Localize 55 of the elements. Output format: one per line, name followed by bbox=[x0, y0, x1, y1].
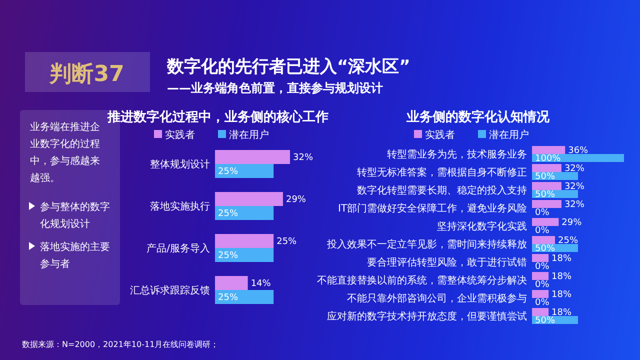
data-label: 29% bbox=[286, 195, 306, 206]
y-tick-label: 汇总诉求跟踪反馈 bbox=[130, 284, 210, 296]
y-tick-label: 不能直接替换以前的系统，需整体统筹分步解决 bbox=[317, 274, 527, 286]
data-label: 25% bbox=[218, 251, 238, 262]
data-label: 18% bbox=[552, 272, 572, 282]
text: 参与整体的数字化规划设计 bbox=[40, 201, 110, 230]
y-tick-label: 数字化转型需要长期、稳定的投入支持 bbox=[357, 184, 527, 196]
y-tick-label: 应对新的数字技术持开放态度，但要谨慎尝试 bbox=[327, 310, 527, 322]
data-label: 25% bbox=[218, 209, 238, 220]
data-label: 36% bbox=[568, 146, 589, 156]
legend-label: 潜在用户 bbox=[489, 129, 529, 141]
y-tick-label: 产品/服务导入 bbox=[146, 242, 210, 254]
data-label: 50% bbox=[535, 244, 556, 254]
y-tick-label: 坚持深化数字化实践 bbox=[437, 220, 527, 232]
y-tick-label: 要合理评估转型风险，敢于进行试错 bbox=[367, 256, 527, 268]
data-label: 0% bbox=[535, 208, 550, 218]
data-label: 25% bbox=[218, 167, 238, 178]
chart-title: 推进数字化过程中，业务侧的核心工作 bbox=[106, 109, 328, 125]
text: 判断37 bbox=[48, 62, 124, 87]
y-tick-label: 投入效果不一定立竿见影，需时间来持续释放 bbox=[326, 238, 527, 250]
data-label: 25% bbox=[218, 293, 238, 304]
data-label: 32% bbox=[564, 200, 585, 210]
y-tick-label: IT部门需做好安全保障工作，避免业务风险 bbox=[338, 202, 527, 214]
data-label: 0% bbox=[535, 298, 550, 308]
data-label: 32% bbox=[564, 164, 585, 174]
y-tick-label: 不能只靠外部咨询公司，企业需积极参与 bbox=[347, 292, 527, 304]
legend-label: 潜在用户 bbox=[229, 129, 269, 141]
data-label: 0% bbox=[535, 226, 550, 236]
data-label: 14% bbox=[250, 279, 272, 290]
data-label: 18% bbox=[552, 308, 572, 318]
data-label: 100% bbox=[535, 154, 562, 164]
data-label: 25% bbox=[558, 236, 578, 246]
data-label: 0% bbox=[535, 262, 550, 272]
text: 数字化的先行者已进入“深水区” bbox=[166, 57, 410, 77]
y-tick-label: 转型无标准答案，需根据自身不断修正 bbox=[357, 166, 527, 178]
data-label: 50% bbox=[535, 172, 556, 182]
y-tick-label: 落地实施执行 bbox=[150, 200, 210, 212]
data-label: 29% bbox=[562, 218, 582, 228]
data-label: 18% bbox=[552, 254, 572, 264]
data-label: 32% bbox=[564, 182, 585, 192]
legend-label: 实践者 bbox=[425, 129, 455, 141]
data-label: 25% bbox=[276, 237, 298, 248]
data-label: 0% bbox=[535, 280, 550, 290]
chart-title: 业务侧的数字化认知情况 bbox=[406, 109, 550, 125]
legend-label: 实践者 bbox=[165, 129, 195, 141]
y-tick-label: 转型需业务为先，技术服务业务 bbox=[387, 148, 527, 160]
text: 业务端在推进企业数字化的过程中，参与感越来越强。 bbox=[30, 121, 100, 184]
text: 落地实施的主要参与者 bbox=[40, 241, 110, 270]
data-label: 50% bbox=[535, 316, 556, 326]
text: ——业务端角色前置，直接参与规划设计 bbox=[167, 81, 383, 95]
data-label: 32% bbox=[293, 153, 314, 164]
source-note: 数据来源：N=2000，2021年10-11月在线问卷调研； bbox=[22, 340, 219, 349]
y-tick-label: 整体规划设计 bbox=[150, 158, 210, 170]
data-label: 18% bbox=[552, 290, 572, 300]
data-label: 50% bbox=[535, 190, 556, 200]
